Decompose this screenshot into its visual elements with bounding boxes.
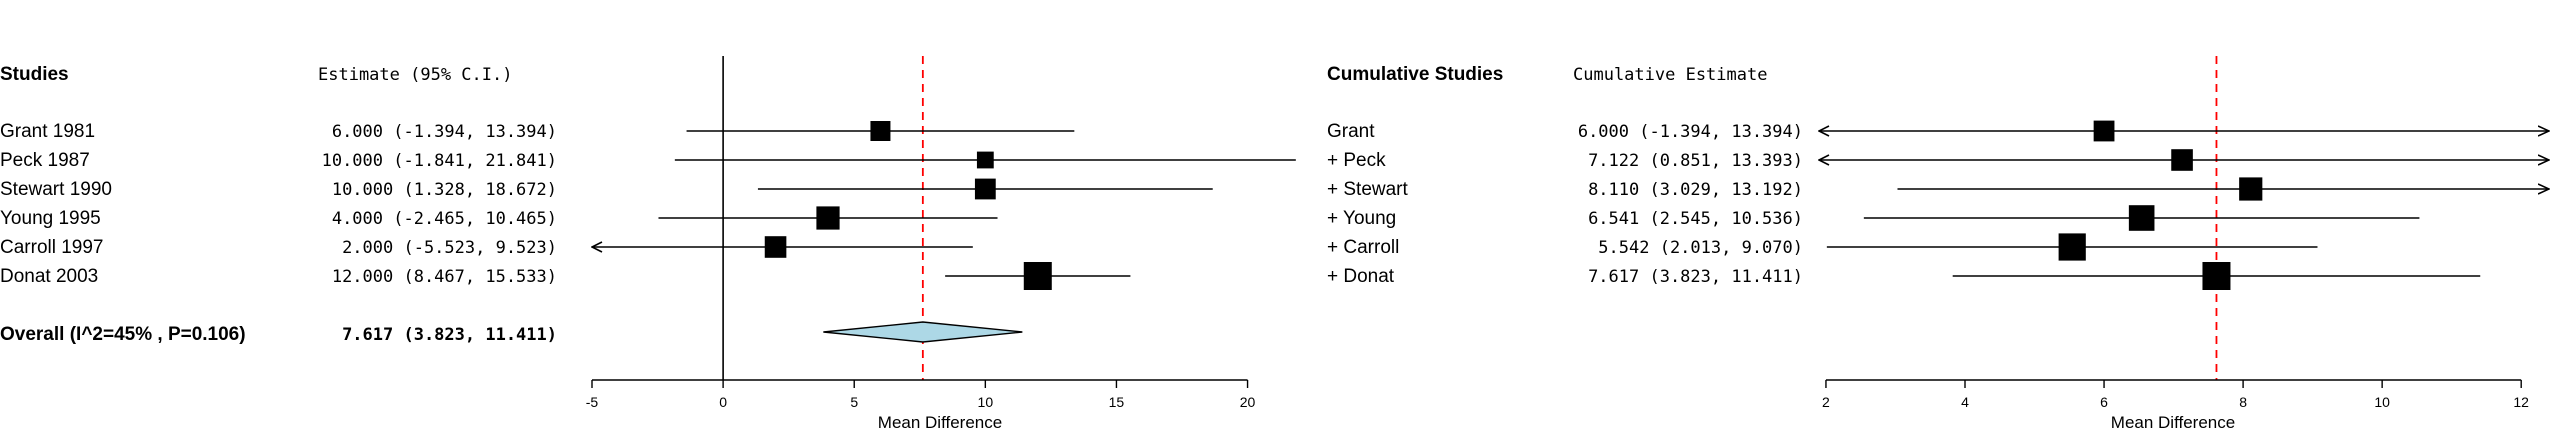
plot-area-cumulative: 2 4 6 8 10 12 Mean Difference [1819, 56, 2549, 432]
study-estimate: 5.542 (2.013, 9.070) [1598, 238, 1803, 258]
overall-label: Overall (I^2=45% , P=0.106) [0, 324, 246, 345]
study-label: + Stewart [1327, 179, 1409, 200]
point-marker [976, 151, 994, 169]
x-tick-label: -5 [586, 394, 599, 410]
study-estimate: 6.000 (-1.394, 13.394) [1578, 122, 1803, 142]
overall-estimate: 7.617 (3.823, 11.411) [342, 325, 557, 345]
study-estimate: 6.000 (-1.394, 13.394) [332, 122, 557, 142]
x-tick-label: 8 [2239, 394, 2247, 410]
study-estimate: 7.122 (0.851, 13.393) [1588, 151, 1803, 171]
study-label: + Donat [1327, 266, 1395, 287]
x-tick-label: 10 [2374, 394, 2390, 410]
study-label: Carroll 1997 [0, 237, 104, 258]
x-axis-label: Mean Difference [878, 413, 1002, 432]
point-marker [870, 121, 891, 141]
study-label: Grant [1327, 121, 1375, 142]
point-marker [974, 178, 996, 200]
x-tick-label: 10 [978, 394, 994, 410]
study-label: Young 1995 [0, 208, 101, 229]
x-tick-label: 12 [2513, 394, 2529, 410]
study-estimate: 6.541 (2.545, 10.536) [1588, 209, 1803, 229]
point-marker [2058, 233, 2086, 261]
study-estimate: 4.000 (-2.465, 10.465) [332, 209, 557, 229]
x-tick-label: 6 [2100, 394, 2108, 410]
point-marker [2128, 205, 2155, 231]
x-tick-label: 2 [1822, 394, 1830, 410]
point-marker [2093, 120, 2115, 142]
x-axis-label: Mean Difference [2111, 413, 2235, 432]
point-marker [764, 236, 787, 258]
study-estimate: 10.000 (1.328, 18.672) [332, 180, 557, 200]
study-estimate: 12.000 (8.467, 15.533) [332, 267, 557, 287]
x-axis-studies: -5 0 5 10 15 20 [586, 379, 1256, 410]
studies-header: Studies [0, 64, 69, 85]
ci-lines [592, 130, 1296, 277]
point-marker [1023, 262, 1052, 290]
x-axis-cumulative: 2 4 6 8 10 12 [1822, 379, 2529, 410]
cumulative-estimate-header: Cumulative Estimate [1573, 65, 1767, 85]
x-tick-label: 4 [1961, 394, 1969, 410]
study-estimate: 10.000 (-1.841, 21.841) [322, 151, 557, 171]
point-markers [2058, 120, 2263, 290]
study-label: + Peck [1327, 150, 1386, 171]
forest-panel-studies: Studies Estimate (95% C.I.) Grant 1981 6.… [0, 56, 1296, 432]
x-tick-label: 5 [850, 394, 858, 410]
cumulative-studies-header: Cumulative Studies [1327, 64, 1503, 85]
plot-area-studies: -5 0 5 10 15 20 Mean Difference [586, 56, 1296, 432]
point-marker [2171, 149, 2193, 171]
study-label: + Carroll [1327, 237, 1399, 258]
study-estimate: 8.110 (3.029, 13.192) [1588, 180, 1803, 200]
estimate-header: Estimate (95% C.I.) [318, 65, 512, 85]
x-tick-label: 0 [719, 394, 727, 410]
study-estimate: 7.617 (3.823, 11.411) [1588, 267, 1803, 287]
study-label: + Young [1327, 208, 1396, 229]
study-label: Donat 2003 [0, 266, 98, 287]
x-tick-label: 20 [1240, 394, 1256, 410]
overall-diamond [823, 321, 1023, 343]
point-marker [816, 206, 840, 230]
cumulative-rows: Grant 6.000 (-1.394, 13.394) + Peck 7.122 (… [1327, 121, 1803, 287]
study-label: Grant 1981 [0, 121, 95, 142]
point-marker [2239, 177, 2263, 201]
study-rows: Grant 1981 6.000 (-1.394, 13.394) Peck 198… [0, 121, 557, 287]
x-tick-label: 15 [1109, 394, 1125, 410]
point-markers [764, 121, 1052, 290]
study-label: Stewart 1990 [0, 179, 112, 200]
study-label: Peck 1987 [0, 150, 90, 171]
point-marker [2202, 262, 2231, 290]
study-estimate: 2.000 (-5.523, 9.523) [342, 238, 557, 258]
forest-panel-cumulative: Cumulative Studies Cumulative Estimate G… [1327, 56, 2549, 432]
